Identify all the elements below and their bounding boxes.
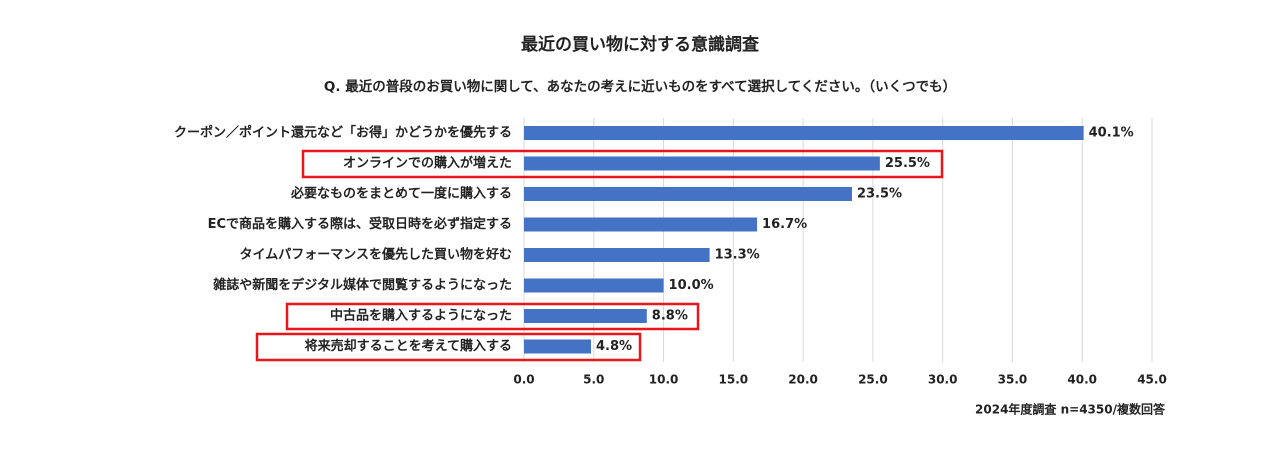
y-tick-label: 将来売却することを考えて購入する: [305, 338, 512, 354]
y-tick-label: 必要なものをまとめて一度に購入する: [290, 186, 512, 202]
x-tick-label: 35.0: [998, 373, 1028, 387]
x-tick-label: 10.0: [649, 373, 679, 387]
y-tick-label: クーポン／ポイント還元など「お得」かどうかを優先する: [174, 125, 512, 141]
value-label: 4.8%: [596, 339, 632, 354]
value-label: 40.1%: [1089, 126, 1134, 141]
y-tick-label: タイムパフォーマンスを優先した買い物を好む: [240, 247, 512, 263]
value-label: 16.7%: [762, 217, 807, 232]
highlight-box: [255, 332, 642, 362]
bar: [524, 248, 710, 262]
note: 2024年度調査 n=4350/複数回答: [975, 402, 1166, 417]
x-tick-label: 0.0: [513, 373, 534, 387]
x-tick-label: 15.0: [719, 373, 749, 387]
y-tick-label: ECで商品を購入する際は、受取日時を必ず指定する: [208, 216, 512, 232]
y-tick-label: オンラインでの購入が増えた: [343, 155, 512, 171]
bar: [524, 156, 880, 171]
highlight-box: [301, 149, 944, 179]
bar: [524, 278, 664, 293]
chart-title: 最近の買い物に対する意識調査: [521, 34, 760, 55]
x-tick-label: 20.0: [788, 373, 818, 387]
chart-subtitle: Q. 最近の普段のお買い物に関して、あなたの考えに近いものをすべて選択してくださ…: [324, 78, 956, 95]
y-tick-label: 雑誌や新聞をデジタル媒体で閲覧するようになった: [212, 277, 512, 293]
x-tick-label: 30.0: [928, 373, 958, 387]
x-tick-label: 5.0: [583, 373, 604, 387]
highlight-box: [285, 302, 700, 331]
bar: [524, 309, 647, 323]
bar: [524, 217, 758, 232]
x-tick-label: 25.0: [858, 373, 888, 387]
value-label: 25.5%: [885, 156, 930, 171]
x-tick-label: 40.0: [1067, 373, 1097, 387]
value-label: 10.0%: [669, 278, 714, 293]
bar: [524, 126, 1084, 140]
value-label: 8.8%: [652, 309, 688, 324]
bar: [524, 187, 852, 201]
x-tick-label: 45.0: [1137, 373, 1167, 387]
y-tick-label: 中古品を購入するようになった: [330, 308, 512, 324]
value-label: 23.5%: [857, 187, 902, 202]
value-label: 13.3%: [715, 248, 760, 263]
bar: [524, 339, 591, 354]
